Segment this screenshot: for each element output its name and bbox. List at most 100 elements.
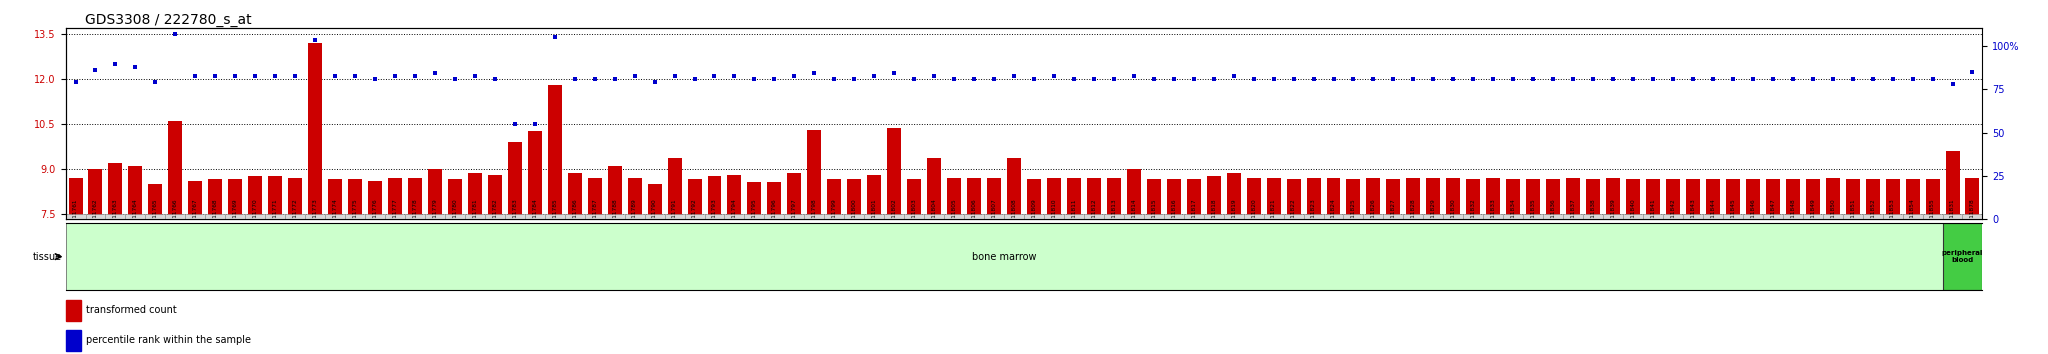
Text: transformed count: transformed count [86,305,176,315]
Point [438,76,471,82]
Bar [748,182,762,219]
Bar [903,213,924,219]
Bar [866,175,881,219]
Point [479,76,512,82]
Bar [1962,213,1982,219]
Text: GSM311808: GSM311808 [1012,199,1016,234]
Bar [1423,213,1444,219]
Text: GSM311799: GSM311799 [831,199,838,234]
Text: GSM311800: GSM311800 [852,199,856,234]
Bar [68,178,82,219]
Text: GSM311786: GSM311786 [571,199,578,234]
Point [498,121,530,127]
Bar [1065,213,1083,219]
Text: GSM311848: GSM311848 [1790,199,1796,234]
Point [1376,76,1409,82]
Bar [725,213,743,219]
Bar [1942,213,1962,219]
Point [178,73,211,79]
Point [399,73,432,79]
Point [737,76,770,82]
Text: GSM311819: GSM311819 [1231,199,1237,234]
Point [1417,76,1450,82]
Point [1636,76,1669,82]
Bar [1503,213,1524,219]
Bar [1044,213,1065,219]
Text: GSM311796: GSM311796 [772,199,776,234]
Bar [1702,213,1722,219]
Bar [1843,213,1862,219]
Point [1038,73,1071,79]
Point [418,70,451,76]
Point [1137,76,1169,82]
Bar [1223,213,1243,219]
Point [1438,76,1470,82]
Text: GSM311846: GSM311846 [1751,199,1755,234]
Bar [1284,213,1303,219]
Bar [1126,169,1141,219]
Point [1896,76,1929,82]
Bar [1942,223,1982,290]
Point [1518,76,1550,82]
Point [598,76,631,82]
Bar [1825,178,1839,219]
Bar [406,213,424,219]
Text: GSM311765: GSM311765 [154,199,158,234]
Bar [668,158,682,219]
Point [1556,76,1589,82]
Point [719,73,752,79]
Text: percentile rank within the sample: percentile rank within the sample [86,335,252,345]
Bar [225,213,246,219]
Text: GSM311812: GSM311812 [1092,199,1096,234]
Bar [1882,213,1903,219]
Bar [885,213,903,219]
Text: GSM311791: GSM311791 [672,199,678,234]
Bar [1266,178,1280,219]
Text: GSM311795: GSM311795 [752,199,758,234]
Bar [1862,213,1882,219]
Bar [508,142,522,219]
Bar [188,181,203,219]
Point [778,73,811,79]
Bar [1743,213,1763,219]
Bar [307,43,322,219]
Bar [707,176,721,219]
Text: GSM311822: GSM311822 [1290,199,1296,234]
Point [838,76,870,82]
Bar [1647,179,1661,219]
Point [160,32,193,37]
Bar [365,213,385,219]
Bar [807,130,821,219]
Text: tissue: tissue [33,252,61,262]
Bar [1925,179,1939,219]
Bar [227,179,242,219]
Text: GSM311840: GSM311840 [1630,199,1636,234]
Point [199,73,231,79]
Text: GSM311851: GSM311851 [1849,199,1855,234]
Point [977,76,1010,82]
Bar [786,173,801,219]
Bar [467,173,481,219]
Point [1157,76,1190,82]
Bar [1524,213,1544,219]
Text: GSM311845: GSM311845 [1731,199,1735,234]
Point [758,76,791,82]
Bar [1364,213,1382,219]
Point [258,73,291,79]
Bar [844,213,864,219]
Text: GSM311842: GSM311842 [1671,199,1675,234]
Bar [567,173,582,219]
Point [1296,76,1329,82]
Text: GSM311855: GSM311855 [1929,199,1935,234]
Bar [1923,213,1942,219]
Bar [1346,179,1360,219]
Text: GSM311763: GSM311763 [113,199,119,234]
Text: GSM311820: GSM311820 [1251,199,1255,234]
Point [539,34,571,40]
Point [1178,76,1210,82]
Bar [1382,213,1403,219]
Bar [424,213,444,219]
Point [59,79,92,85]
Bar [86,213,104,219]
Text: GSM311854: GSM311854 [1911,199,1915,234]
